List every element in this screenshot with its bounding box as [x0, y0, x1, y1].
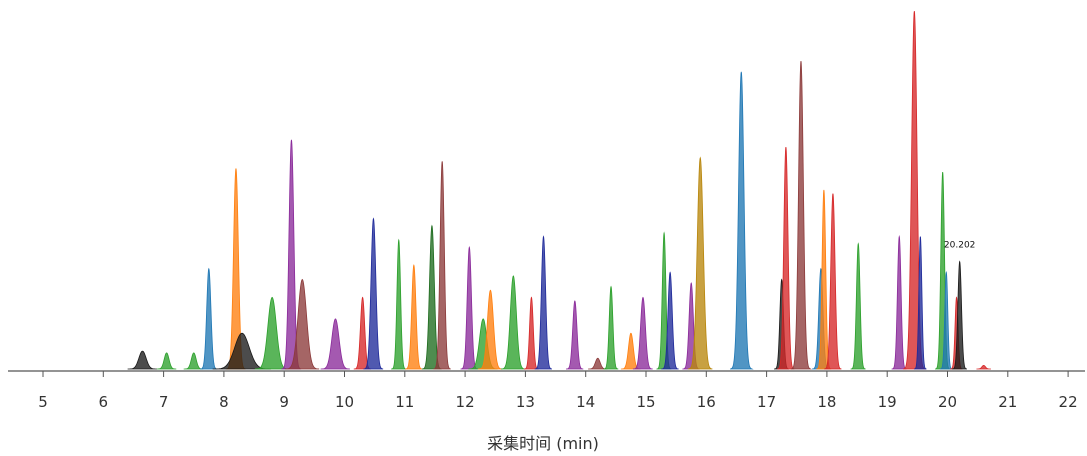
x-tick-label-11: 11 [395, 393, 414, 411]
peak-16.58 [730, 71, 754, 370]
x-tick-label-9: 9 [279, 393, 289, 411]
peak-13.82 [566, 300, 584, 370]
peak-6.65 [127, 350, 157, 370]
peak-13.3 [534, 235, 553, 370]
peak-7.5 [183, 352, 204, 370]
peak-17.32 [777, 146, 795, 370]
x-tick-label-12: 12 [456, 393, 475, 411]
x-tick-label-8: 8 [219, 393, 229, 411]
peak-19.55 [913, 236, 927, 370]
x-tick-label-22: 22 [1059, 393, 1078, 411]
peak-18.1 [824, 193, 842, 370]
x-ticks-layer: 5 6 7 8 9 10 11 12 13 14 15 16 17 18 19 20 21 22 [38, 371, 1078, 411]
peak-11.15 [405, 264, 423, 370]
x-axis-label: 采集时间 (min) [487, 434, 599, 453]
peak-14.42 [603, 285, 619, 370]
x-tick-label-17: 17 [757, 393, 776, 411]
peak-9.3 [285, 278, 320, 370]
peak-10.9 [391, 238, 407, 370]
peak-11.62 [433, 161, 451, 370]
peak-20.6 [976, 365, 991, 370]
x-tick-label-14: 14 [576, 393, 595, 411]
x-tick-label-6: 6 [99, 393, 109, 411]
peak-12.07 [460, 246, 478, 370]
peak-12.42 [477, 289, 503, 370]
peaks-layer [127, 10, 991, 370]
peak-14.95 [632, 296, 653, 370]
peak-7.75 [199, 267, 218, 370]
x-tick-label-16: 16 [697, 393, 716, 411]
peak-18.52 [850, 242, 866, 370]
peak-17.57 [790, 61, 813, 370]
x-tick-label-19: 19 [878, 393, 897, 411]
x-tick-label-5: 5 [38, 393, 48, 411]
peak-20.202 [952, 260, 968, 370]
x-tick-label-18: 18 [817, 393, 836, 411]
peak-10.48 [363, 217, 384, 370]
peak-13.1 [523, 296, 539, 370]
peak-15.4 [661, 271, 679, 370]
x-tick-label-15: 15 [636, 393, 655, 411]
peak-19.2 [891, 235, 907, 370]
peak-15.9 [687, 156, 713, 370]
peak-12.8 [500, 275, 526, 370]
annotations-layer: 20.202 [944, 241, 976, 251]
x-tick-label-10: 10 [335, 393, 354, 411]
x-tick-label-13: 13 [516, 393, 535, 411]
peak-19.98 [939, 270, 953, 370]
peak-14.2 [588, 357, 608, 370]
peak-7.05 [156, 352, 177, 370]
x-tick-label-7: 7 [159, 393, 169, 411]
annotation-label: 20.202 [944, 241, 976, 251]
peak-8.8 [254, 296, 290, 370]
x-tick-label-20: 20 [938, 393, 957, 411]
x-tick-label-21: 21 [998, 393, 1017, 411]
peak-9.85 [320, 318, 350, 370]
